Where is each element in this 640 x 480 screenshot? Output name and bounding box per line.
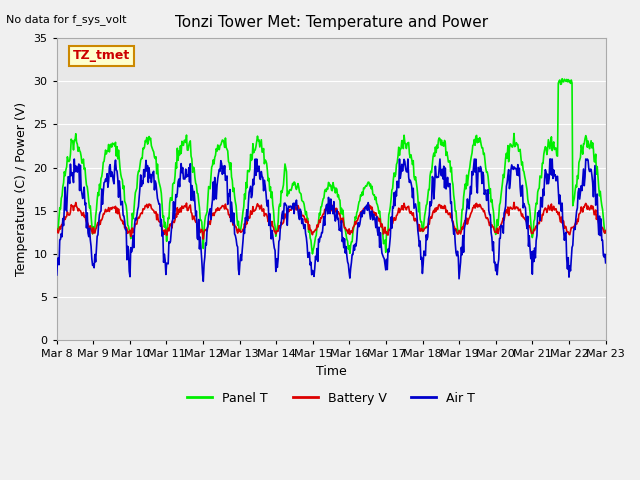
X-axis label: Time: Time bbox=[316, 365, 346, 378]
Text: No data for f_sys_volt: No data for f_sys_volt bbox=[6, 14, 127, 25]
Y-axis label: Temperature (C) / Power (V): Temperature (C) / Power (V) bbox=[15, 102, 28, 276]
Text: TZ_tmet: TZ_tmet bbox=[73, 49, 131, 62]
Legend: Panel T, Battery V, Air T: Panel T, Battery V, Air T bbox=[182, 387, 481, 410]
Title: Tonzi Tower Met: Temperature and Power: Tonzi Tower Met: Temperature and Power bbox=[175, 15, 488, 30]
